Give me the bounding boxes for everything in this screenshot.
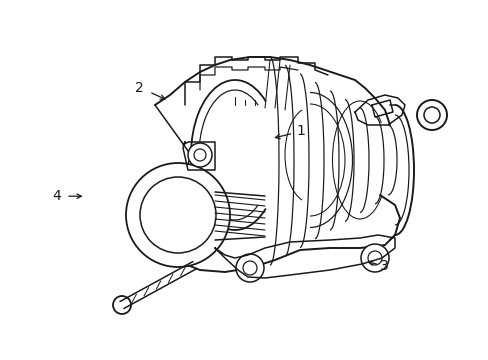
Text: 3: 3 bbox=[379, 260, 387, 273]
Ellipse shape bbox=[243, 261, 257, 275]
Ellipse shape bbox=[187, 143, 212, 167]
Ellipse shape bbox=[416, 100, 446, 130]
Ellipse shape bbox=[126, 163, 229, 267]
Ellipse shape bbox=[140, 177, 216, 253]
Ellipse shape bbox=[367, 251, 381, 265]
Text: 1: 1 bbox=[296, 125, 305, 138]
Ellipse shape bbox=[113, 296, 131, 314]
Ellipse shape bbox=[236, 254, 264, 282]
Ellipse shape bbox=[194, 149, 205, 161]
Text: 4: 4 bbox=[52, 189, 61, 203]
Ellipse shape bbox=[423, 107, 439, 123]
Text: 2: 2 bbox=[135, 81, 143, 95]
Ellipse shape bbox=[360, 244, 388, 272]
